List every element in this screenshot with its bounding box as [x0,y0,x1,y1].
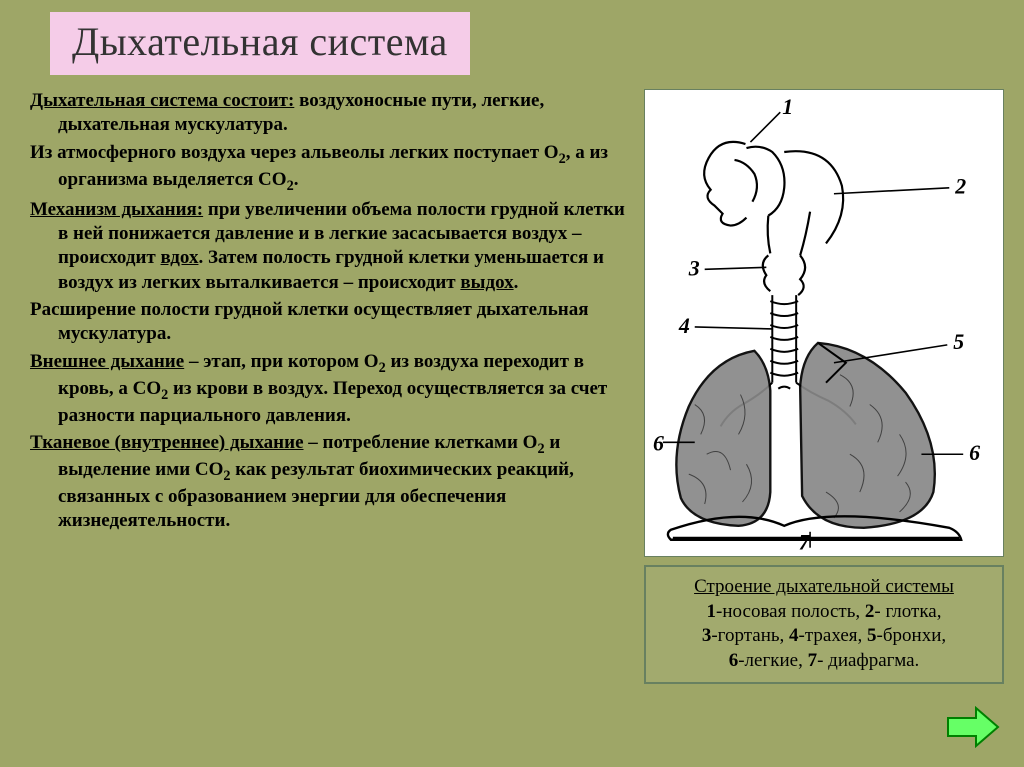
para-composition: Дыхательная система состоит: воздухоносн… [30,89,632,138]
cnum-2: 2 [865,601,875,622]
slide-title: Дыхательная система [72,18,448,65]
cnum-7: 7 [808,650,818,671]
label-7: 7 [799,531,811,550]
ctext-6: -легкие, [738,650,807,671]
lead-tissue: Тканевое (внутреннее) дыхание [30,432,304,453]
caption-line-2: 3-гортань, 4-трахея, 5-бронхи, [656,624,992,649]
lead-mechanism: Механизм дыхания: [30,199,203,220]
sub-o2-3: 2 [537,441,544,457]
sub-co2: 2 [287,177,294,193]
lead-external: Внешнее дыхание [30,351,184,372]
respiratory-diagram: 1 2 3 4 5 6 6 7 [644,89,1004,557]
p2a: Из атмосферного воздуха через альвеолы л… [30,142,559,163]
ctext-1: -носовая полость, [716,601,865,622]
exhale: выдох [460,272,513,293]
arrow-right-icon [946,706,1000,748]
para-gas-exchange: Из атмосферного воздуха через альвеолы л… [30,141,632,195]
p5a: – этап, при котором О [184,351,378,372]
label-1: 1 [782,96,793,119]
ctext-7: - диафрагма. [817,650,919,671]
caption-line-1: 1-носовая полость, 2- глотка, [656,600,992,625]
label-4: 4 [678,314,690,338]
diagram-svg: 1 2 3 4 5 6 6 7 [651,96,997,550]
label-3: 3 [688,256,700,280]
cnum-5: 5 [867,625,877,646]
p4: Расширение полости грудной клетки осущес… [30,299,588,344]
para-musculature: Расширение полости грудной клетки осущес… [30,298,632,347]
ctext-3: -гортань, [711,625,789,646]
cnum-6: 6 [729,650,739,671]
next-arrow-button[interactable] [946,706,1000,753]
para-mechanism: Механизм дыхания: при увеличении объема … [30,198,632,295]
p6a: – потребление клетками О [304,432,538,453]
diagram-caption: Строение дыхательной системы 1-носовая п… [644,565,1004,684]
sub-co2-3: 2 [223,468,230,484]
ctext-5: -бронхи, [877,625,947,646]
caption-line-3: 6-легкие, 7- диафрагма. [656,649,992,674]
label-2: 2 [954,175,966,199]
text-content: Дыхательная система состоит: воздухоносн… [30,89,632,537]
inhale: вдох [161,247,199,268]
ctext-4: -трахея, [799,625,868,646]
cnum-3: 3 [702,625,712,646]
sub-o2: 2 [559,150,566,166]
label-6-left: 6 [653,431,664,455]
caption-title: Строение дыхательной системы [656,575,992,600]
label-5: 5 [953,330,964,354]
lead-composition: Дыхательная система состоит: [30,90,294,111]
p2end: . [294,169,299,190]
title-container: Дыхательная система [50,12,470,75]
ctext-2: - глотка, [874,601,941,622]
p3end: . [514,272,519,293]
label-6-right: 6 [969,441,980,465]
sub-o2-2: 2 [379,359,386,375]
para-tissue: Тканевое (внутреннее) дыхание – потребле… [30,431,632,534]
cnum-1: 1 [707,601,717,622]
cnum-4: 4 [789,625,799,646]
para-external: Внешнее дыхание – этап, при котором О2 и… [30,350,632,428]
